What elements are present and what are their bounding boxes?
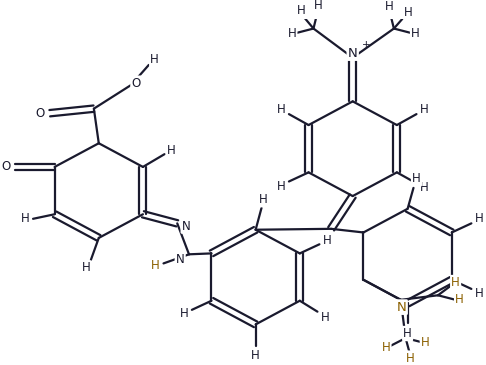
Text: H: H: [167, 144, 176, 157]
Text: H: H: [151, 259, 160, 272]
Text: H: H: [297, 4, 306, 17]
Text: O: O: [1, 161, 10, 173]
Text: N: N: [397, 301, 407, 314]
Text: H: H: [421, 336, 430, 349]
Text: H: H: [180, 307, 189, 320]
Text: O: O: [131, 77, 140, 90]
Text: H: H: [403, 327, 412, 340]
Text: H: H: [21, 212, 30, 225]
Text: H: H: [420, 103, 429, 116]
Text: H: H: [455, 293, 464, 306]
Text: H: H: [277, 103, 285, 116]
Text: H: H: [277, 180, 285, 192]
Text: H: H: [406, 351, 415, 365]
Text: H: H: [288, 27, 296, 39]
Text: H: H: [251, 349, 260, 362]
Text: H: H: [382, 341, 390, 354]
Text: N: N: [182, 220, 191, 233]
Text: N: N: [348, 47, 358, 59]
Text: H: H: [314, 0, 323, 12]
Text: H: H: [259, 193, 268, 206]
Text: H: H: [475, 212, 484, 225]
Text: +: +: [362, 40, 371, 50]
Text: H: H: [150, 53, 159, 66]
Text: H: H: [384, 0, 393, 13]
Text: H: H: [404, 5, 413, 19]
Text: H: H: [475, 287, 484, 300]
Text: H: H: [411, 27, 420, 39]
Text: H: H: [451, 276, 460, 289]
Text: H: H: [82, 261, 90, 274]
Text: H: H: [323, 234, 331, 247]
Text: H: H: [321, 311, 330, 324]
Text: N: N: [176, 253, 185, 266]
Text: O: O: [35, 107, 45, 120]
Text: H: H: [420, 181, 429, 194]
Text: H: H: [412, 172, 421, 185]
